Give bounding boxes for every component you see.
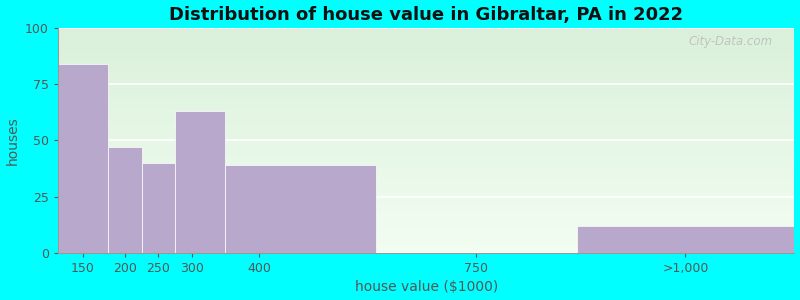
Bar — [108, 147, 142, 253]
Bar — [58, 196, 794, 200]
Bar — [58, 80, 794, 84]
Bar — [58, 159, 794, 163]
Bar — [58, 144, 794, 148]
Bar — [58, 136, 794, 140]
Bar — [58, 174, 794, 178]
Bar — [58, 204, 794, 208]
Bar — [58, 46, 794, 50]
Bar — [58, 84, 794, 88]
Bar — [58, 219, 794, 223]
Bar — [577, 226, 794, 253]
Bar — [58, 249, 794, 253]
Bar — [58, 88, 794, 92]
Bar — [58, 242, 794, 245]
Bar — [58, 32, 794, 35]
Bar — [58, 226, 794, 230]
Bar — [58, 54, 794, 58]
Bar — [58, 64, 108, 253]
Bar — [58, 212, 794, 215]
Bar — [58, 215, 794, 219]
Bar — [58, 58, 794, 61]
Bar — [58, 193, 794, 196]
Bar — [58, 73, 794, 76]
Bar — [58, 110, 794, 114]
Bar — [58, 152, 794, 155]
X-axis label: house value ($1000): house value ($1000) — [354, 280, 498, 294]
Bar — [58, 200, 794, 204]
Bar — [58, 155, 794, 159]
Bar — [58, 95, 794, 99]
Bar — [58, 43, 794, 46]
Bar — [58, 170, 794, 174]
Bar — [58, 223, 794, 226]
Bar — [58, 125, 794, 129]
Bar — [58, 118, 794, 122]
Bar — [58, 167, 794, 170]
Bar — [58, 189, 794, 193]
Bar — [58, 28, 794, 31]
Bar — [58, 92, 794, 95]
Bar — [58, 148, 794, 152]
Bar — [58, 61, 794, 65]
Bar — [58, 185, 794, 189]
Bar — [58, 230, 794, 234]
Bar — [58, 65, 794, 69]
Bar — [58, 114, 794, 118]
Bar — [226, 165, 376, 253]
Bar — [58, 133, 794, 136]
Bar — [58, 35, 794, 39]
Bar — [58, 76, 794, 80]
Bar — [142, 163, 175, 253]
Bar — [58, 208, 794, 211]
Bar — [58, 234, 794, 238]
Bar — [58, 129, 794, 133]
Bar — [58, 50, 794, 54]
Bar — [58, 163, 794, 166]
Bar — [58, 182, 794, 185]
Bar — [58, 178, 794, 181]
Bar — [175, 111, 226, 253]
Bar — [58, 99, 794, 103]
Title: Distribution of house value in Gibraltar, PA in 2022: Distribution of house value in Gibraltar… — [169, 6, 683, 24]
Bar — [58, 245, 794, 249]
Bar — [58, 140, 794, 144]
Bar — [58, 103, 794, 106]
Bar — [58, 238, 794, 242]
Text: City-Data.com: City-Data.com — [688, 34, 772, 48]
Y-axis label: houses: houses — [6, 116, 19, 165]
Bar — [58, 106, 794, 110]
Bar — [58, 122, 794, 125]
Bar — [58, 69, 794, 73]
Bar — [58, 39, 794, 43]
